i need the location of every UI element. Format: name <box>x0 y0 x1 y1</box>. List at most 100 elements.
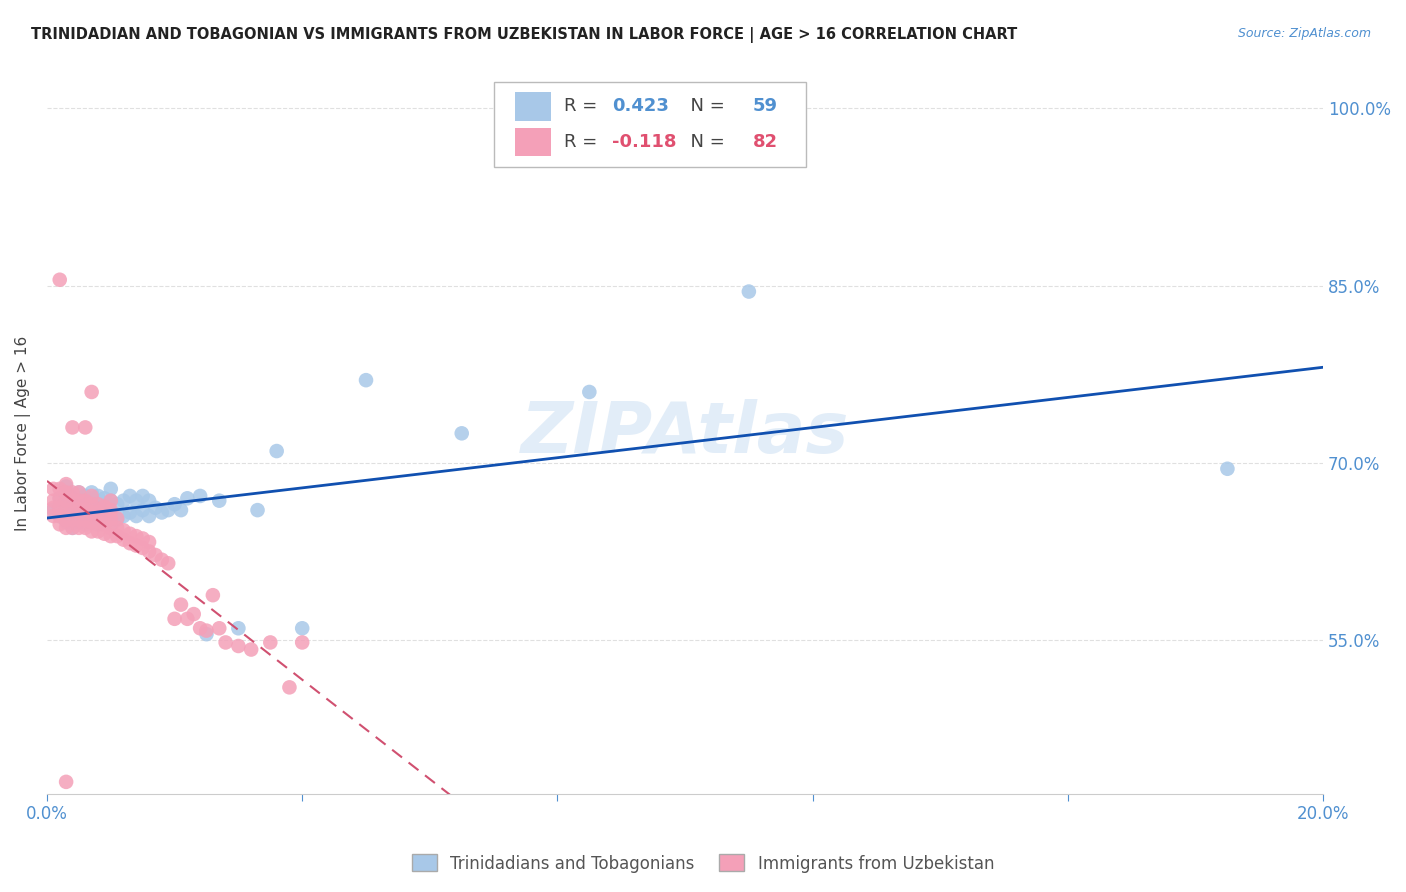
Point <box>55 479 77 493</box>
Point <box>100 493 122 508</box>
Point <box>80 515 103 529</box>
Point <box>48 500 70 515</box>
Point <box>75 521 97 535</box>
Point <box>131 489 153 503</box>
Point <box>163 497 186 511</box>
Point <box>183 607 205 621</box>
Point <box>291 635 314 649</box>
Point <box>112 523 135 537</box>
Point <box>93 526 115 541</box>
Point <box>240 642 263 657</box>
Point <box>214 635 236 649</box>
Point <box>118 536 141 550</box>
Point <box>100 521 122 535</box>
Point <box>80 515 103 529</box>
Point <box>188 489 211 503</box>
Point <box>100 529 122 543</box>
Point <box>105 497 128 511</box>
Point <box>55 503 77 517</box>
Point <box>80 384 103 399</box>
Point <box>93 517 115 532</box>
Point <box>80 506 103 520</box>
Point <box>450 426 472 441</box>
Point <box>48 491 70 506</box>
Point <box>75 489 97 503</box>
Point <box>62 521 84 535</box>
Point <box>208 493 231 508</box>
Point <box>42 493 65 508</box>
Point <box>93 503 115 517</box>
Point <box>67 493 90 508</box>
Point <box>100 506 122 520</box>
Text: Source: ZipAtlas.com: Source: ZipAtlas.com <box>1237 27 1371 40</box>
Point <box>131 541 153 555</box>
Point <box>62 493 84 508</box>
Point <box>80 500 103 514</box>
Point <box>112 533 135 547</box>
Point <box>163 612 186 626</box>
Point <box>112 493 135 508</box>
Point <box>62 420 84 434</box>
Point <box>138 535 160 549</box>
Point <box>67 485 90 500</box>
Point <box>75 517 97 532</box>
FancyBboxPatch shape <box>494 82 806 167</box>
Point <box>87 497 110 511</box>
Point <box>176 491 198 506</box>
Point <box>93 515 115 529</box>
Point <box>100 517 122 532</box>
Point <box>42 482 65 496</box>
Point <box>67 521 90 535</box>
Point <box>150 506 173 520</box>
Point <box>105 529 128 543</box>
Text: ZIPAtlas: ZIPAtlas <box>520 399 849 467</box>
Point <box>170 503 193 517</box>
Legend: Trinidadians and Tobagonians, Immigrants from Uzbekistan: Trinidadians and Tobagonians, Immigrants… <box>405 847 1001 880</box>
Point <box>150 553 173 567</box>
Point <box>118 489 141 503</box>
Y-axis label: In Labor Force | Age > 16: In Labor Force | Age > 16 <box>15 335 31 531</box>
Point <box>157 503 180 517</box>
Point <box>131 503 153 517</box>
Point <box>112 509 135 524</box>
Point <box>105 521 128 535</box>
Point <box>278 681 301 695</box>
Point <box>291 621 314 635</box>
Point <box>87 506 110 520</box>
Point <box>87 517 110 532</box>
Point <box>259 635 281 649</box>
Text: R =: R = <box>564 133 603 151</box>
Point <box>75 493 97 508</box>
Point <box>67 493 90 508</box>
Point <box>1216 462 1239 476</box>
Point <box>55 493 77 508</box>
Point <box>145 500 167 515</box>
FancyBboxPatch shape <box>516 128 551 156</box>
Point <box>195 627 218 641</box>
Point <box>80 497 103 511</box>
Point <box>105 512 128 526</box>
Point <box>55 477 77 491</box>
Point <box>55 775 77 789</box>
Point <box>67 506 90 520</box>
Point <box>138 509 160 524</box>
Point <box>176 612 198 626</box>
Point <box>208 621 231 635</box>
Point <box>118 526 141 541</box>
Point <box>738 285 761 299</box>
Point <box>87 515 110 529</box>
Point <box>75 503 97 517</box>
Point <box>138 493 160 508</box>
Point <box>87 503 110 517</box>
Point <box>266 444 288 458</box>
Text: -0.118: -0.118 <box>613 133 676 151</box>
Point <box>100 511 122 525</box>
Point <box>62 491 84 506</box>
Point <box>42 509 65 524</box>
Point <box>578 384 600 399</box>
Point <box>228 639 250 653</box>
Point <box>118 506 141 520</box>
Point <box>62 512 84 526</box>
Point <box>48 273 70 287</box>
Point <box>55 497 77 511</box>
